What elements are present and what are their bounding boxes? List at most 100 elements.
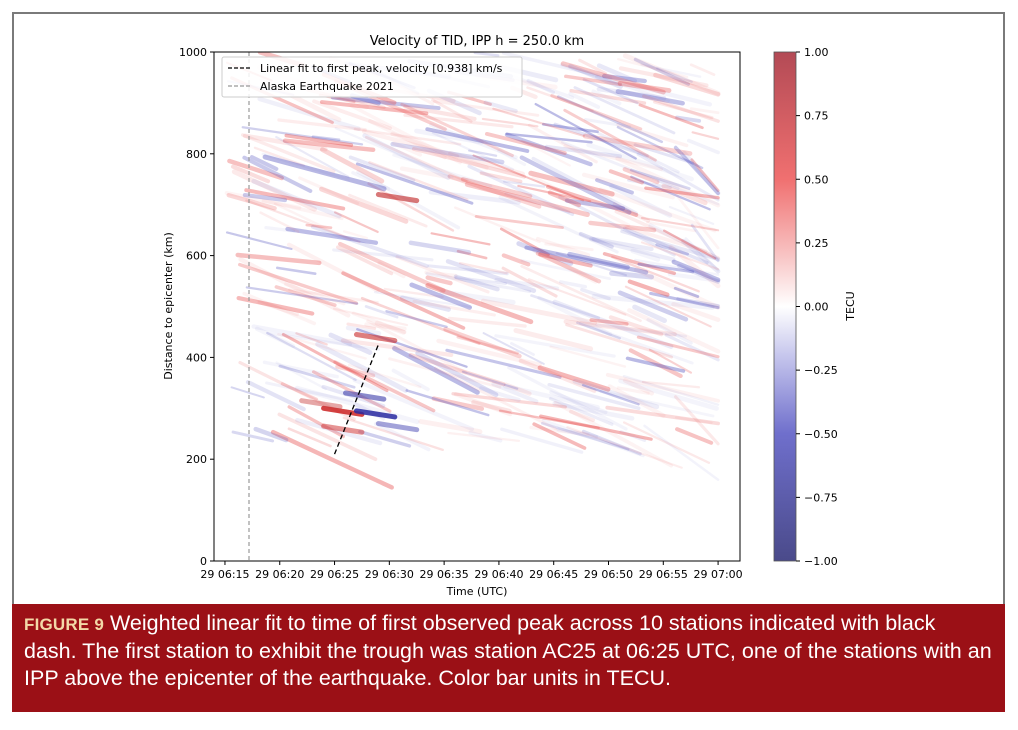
tec-streak — [428, 189, 521, 205]
tec-streak — [637, 262, 695, 274]
tec-streak — [638, 103, 704, 130]
tec-streak — [528, 170, 615, 197]
tec-streak — [520, 264, 642, 323]
tec-streak — [483, 100, 518, 113]
tec-streak — [374, 320, 406, 335]
tec-streak — [535, 251, 602, 284]
tec-streak — [367, 182, 455, 232]
tec-streak — [560, 61, 666, 95]
tec-streak — [605, 372, 720, 403]
tec-streak — [319, 186, 409, 224]
tec-streak — [349, 104, 462, 165]
tec-streak — [616, 386, 650, 395]
tec-streak — [640, 63, 702, 78]
tec-streak — [632, 304, 667, 324]
tec-streak — [517, 184, 592, 203]
colorbar-tick-label: 0.25 — [804, 237, 829, 250]
tec-streak — [619, 430, 647, 442]
tec-streak — [520, 259, 612, 281]
tec-streak — [608, 169, 645, 185]
colorbar-tick-label: −1.00 — [804, 555, 838, 568]
tec-streak — [439, 289, 516, 305]
tec-streak — [527, 123, 598, 164]
tec-streak — [451, 392, 567, 409]
tec-streak — [315, 341, 409, 393]
tec-streak — [580, 287, 611, 301]
tec-streak — [262, 154, 387, 192]
tec-streak — [627, 279, 670, 297]
tec-streak — [676, 297, 720, 308]
tec-streak — [310, 224, 429, 268]
tec-streak — [433, 99, 540, 117]
tec-streak — [589, 318, 629, 326]
tec-streak — [284, 133, 354, 147]
tec-streak — [332, 248, 434, 262]
tec-streak — [655, 243, 690, 256]
tec-streak — [453, 274, 500, 292]
tec-streak — [581, 384, 640, 406]
tec-streak — [572, 378, 660, 410]
x-tick-label: 29 07:00 — [693, 568, 742, 581]
tec-streak — [646, 318, 693, 345]
colorbar-tick-label: 0.75 — [804, 110, 829, 123]
tec-streak — [364, 322, 407, 331]
tec-streak — [534, 102, 637, 160]
tec-streak — [591, 89, 622, 106]
tec-streak — [431, 98, 473, 123]
tec-streak — [504, 192, 571, 214]
tec-streak — [646, 220, 697, 233]
heatmap-streaks — [224, 52, 721, 490]
tec-streak — [617, 290, 689, 322]
tec-streak — [424, 270, 458, 278]
tec-peak-streak — [321, 405, 365, 417]
tec-streak — [341, 271, 466, 330]
tec-streak — [673, 286, 700, 298]
tec-streak — [544, 242, 594, 252]
tec-streak — [241, 133, 336, 174]
tec-streak — [418, 419, 483, 435]
tec-streak — [563, 108, 657, 162]
tec-streak — [368, 119, 447, 160]
tec-streak — [556, 427, 599, 439]
tec-streak — [399, 166, 469, 183]
tec-streak — [609, 270, 654, 280]
tec-streak — [305, 223, 333, 230]
tec-streak — [498, 195, 619, 254]
tec-streak — [345, 325, 382, 336]
tec-streak — [617, 58, 689, 79]
tec-streak — [578, 231, 614, 249]
tec-streak — [596, 86, 667, 101]
tec-streak — [257, 96, 361, 131]
tec-streak — [286, 242, 380, 293]
tec-streak — [595, 323, 688, 338]
legend: Linear fit to first peak, velocity [0.93… — [221, 56, 523, 98]
tec-peak-streak — [343, 390, 387, 402]
tec-streak — [241, 126, 364, 146]
tec-streak — [691, 131, 720, 140]
x-tick-label: 29 06:20 — [255, 568, 304, 581]
x-tick-label: 29 06:50 — [584, 568, 633, 581]
tec-streak — [620, 229, 720, 262]
colorbar: 1.00 0.75 0.50 0.25 0.00 −0.25 −0.50 −0.75 −1.00… — [773, 46, 857, 568]
colorbar-tick-label: −0.75 — [804, 491, 838, 504]
tec-streak — [595, 74, 713, 107]
tec-streak — [566, 426, 683, 469]
tec-streak — [277, 118, 367, 132]
tec-streak — [653, 100, 714, 120]
tec-streak — [615, 156, 721, 208]
tec-streak — [383, 287, 444, 299]
tec-streak — [298, 176, 360, 205]
tec-streak — [445, 259, 537, 293]
tec-streak — [644, 186, 720, 200]
tec-streak — [364, 305, 399, 319]
tec-streak — [684, 237, 720, 272]
tec-streak — [578, 321, 694, 365]
tec-streak — [608, 315, 664, 337]
tec-streak — [479, 171, 523, 184]
tec-peak-streak — [321, 423, 365, 435]
tec-streak — [277, 333, 367, 360]
tec-streak — [278, 364, 356, 389]
tec-streak — [366, 319, 468, 374]
tec-streak — [253, 146, 305, 167]
tec-streak — [563, 144, 663, 172]
